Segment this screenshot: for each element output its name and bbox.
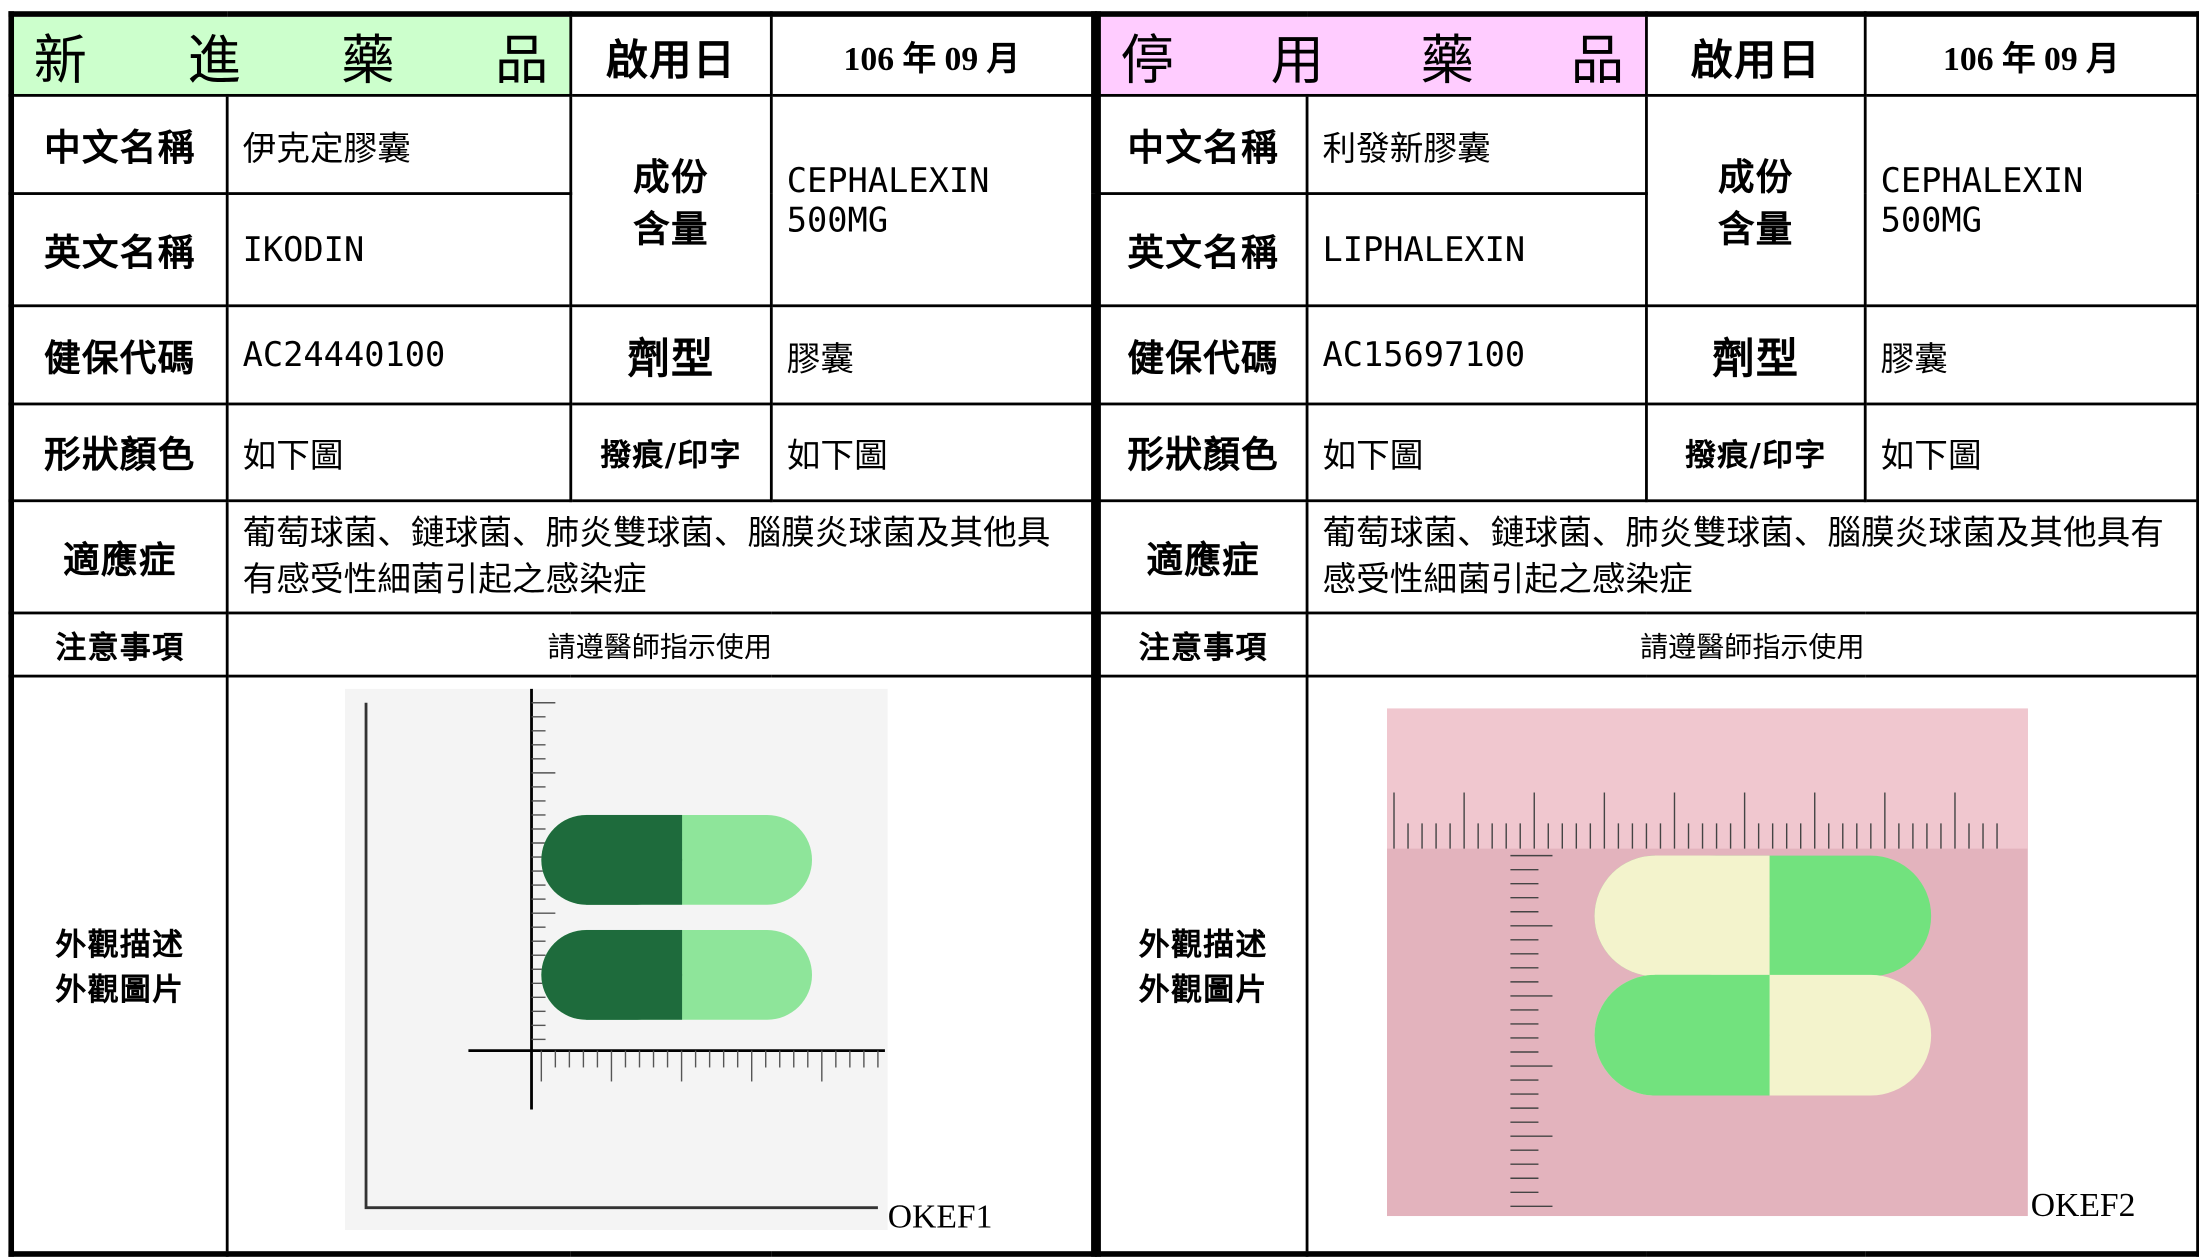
label-line: 外觀描述 <box>55 926 185 963</box>
table-row: 注意事項 請遵醫師指示使用 <box>1096 611 2199 678</box>
field-value: 葡萄球菌、鏈球菌、肺炎雙球菌、腦膜炎球菌及其他具有感受性細菌引起之感染症 <box>1305 499 2199 615</box>
field-value: CEPHALEXIN 500MG <box>1863 93 2199 308</box>
label-line: 成份 <box>633 157 709 200</box>
label-line: 外觀描述 <box>1138 926 1268 963</box>
table-row: 外觀描述外觀圖片 OKEF2 <box>1096 674 2199 1256</box>
table-row: 停 用 藥 品啟用日 106 年 09 月 <box>1096 12 2199 97</box>
shape <box>1654 855 1770 977</box>
frame <box>364 702 878 1210</box>
table-row: 中文名稱 利發新膠囊 成份 含量 CEPHALEXIN 500MG <box>1096 93 2199 308</box>
capsule <box>541 929 813 1020</box>
info-table: 停 用 藥 品啟用日 106 年 09 月中文名稱 利發新膠囊 成份 含量 CEPHALE… <box>1095 11 2199 1257</box>
image-caption: OKEF2 <box>2030 1188 2136 1225</box>
capsule <box>1594 974 1932 1096</box>
label-line: 外觀圖片 <box>55 971 185 1008</box>
field-value: 利發新膠囊 <box>1305 93 1648 195</box>
table-row: 新 進 藥 品啟用日 106 年 09 月 <box>9 12 1096 97</box>
label-line: 含量 <box>1717 208 1794 252</box>
table-row: 注意事項 請遵醫師指示使用 <box>9 611 1096 678</box>
field-label: 成份 含量 <box>569 93 773 308</box>
table-row: 健保代碼 AC15697100 劑型 膠囊 <box>1096 304 2199 406</box>
status-header: 新 進 藥 品 <box>9 12 573 97</box>
image-cell: OKEF1 <box>225 674 1096 1256</box>
field-value: 請遵醫師指示使用 <box>1305 611 2199 678</box>
shape <box>1654 974 1770 1096</box>
field-label: 注意事項 <box>9 611 229 678</box>
table-row: 英文名稱 LIPHALEXIN <box>1096 192 2199 308</box>
table-row: 形狀顏色 如下圖 撥痕/印字 如下圖 <box>9 402 1096 503</box>
field-value: 伊克定膠囊 <box>225 93 573 195</box>
ruler <box>1386 708 2028 849</box>
field-value: 如下圖 <box>1863 402 2199 503</box>
field-value: 如下圖 <box>769 402 1096 503</box>
status-header: 停 用 藥 品 <box>1096 12 1648 97</box>
field-value: 膠囊 <box>1863 304 2199 406</box>
label-line: 外觀圖片 <box>1138 971 1268 1008</box>
start-date: 106 年 09 月 <box>769 12 1096 97</box>
label-line: 成份 <box>1717 157 1794 200</box>
field-label: 外觀描述 外觀圖片 <box>1096 674 1309 1256</box>
field-label: 劑型 <box>1645 304 1867 406</box>
table-row: 健保代碼 AC24440100 劑型 膠囊 <box>9 304 1096 406</box>
field-label: 英文名稱 <box>1096 192 1309 308</box>
label-line: 含量 <box>633 208 709 252</box>
field-value: LIPHALEXIN <box>1305 192 1648 308</box>
field-value: IKODIN <box>225 192 573 308</box>
field-value: AC15697100 <box>1305 304 1648 406</box>
image-cell: OKEF2 <box>1305 674 2199 1256</box>
field-value: 膠囊 <box>769 304 1096 406</box>
field-label: 形狀顏色 <box>1096 402 1309 503</box>
field-value: 葡萄球菌、鏈球菌、肺炎雙球菌、腦膜炎球菌及其他具有感受性細菌引起之感染症 <box>225 499 1096 615</box>
start-date: 106 年 09 月 <box>1863 12 2199 97</box>
field-label: 撥痕/印字 <box>1645 402 1867 503</box>
field-value: 如下圖 <box>225 402 573 503</box>
field-label: 劑型 <box>569 304 773 406</box>
capsule <box>541 814 813 905</box>
table-row: 形狀顏色 如下圖 撥痕/印字 如下圖 <box>1096 402 2199 503</box>
table-row: 中文名稱 伊克定膠囊 成份 含量 CEPHALEXIN 500MG <box>9 93 1096 308</box>
field-label: 中文名稱 <box>9 93 229 195</box>
start-label: 啟用日 <box>1645 12 1867 97</box>
field-label: 適應症 <box>9 499 229 615</box>
field-value: AC24440100 <box>225 304 573 406</box>
table-row: 適應症 葡萄球菌、鏈球菌、肺炎雙球菌、腦膜炎球菌及其他具有感受性細菌引起之感染症 <box>1096 499 2199 615</box>
field-value: 如下圖 <box>1305 402 1648 503</box>
field-label: 適應症 <box>1096 499 1309 615</box>
capsule-photo <box>1386 708 2028 1217</box>
capsule-photo <box>344 688 888 1231</box>
field-value: 請遵醫師指示使用 <box>225 611 1096 678</box>
table-row: 英文名稱 IKODIN <box>9 192 1094 308</box>
table-row: 外觀描述外觀圖片 OKEF1 <box>9 674 1096 1256</box>
image-caption: OKEF1 <box>887 1199 993 1236</box>
info-table: 新 進 藥 品啟用日 106 年 09 月中文名稱 伊克定膠囊 成份 含量 CEPHALE… <box>8 11 1097 1257</box>
field-label: 注意事項 <box>1096 611 1309 678</box>
capsule <box>1594 855 1932 977</box>
shape <box>586 929 683 1020</box>
shape <box>586 814 683 905</box>
field-value: CEPHALEXIN 500MG <box>769 93 1096 308</box>
field-label: 形狀顏色 <box>9 402 229 503</box>
field-label: 英文名稱 <box>9 192 229 308</box>
field-label: 撥痕/印字 <box>569 402 773 503</box>
field-label: 健保代碼 <box>1096 304 1309 406</box>
field-label: 成份 含量 <box>1645 93 1867 308</box>
field-label: 外觀描述 外觀圖片 <box>9 674 229 1256</box>
field-label: 健保代碼 <box>9 304 229 406</box>
start-label: 啟用日 <box>569 12 773 97</box>
field-label: 中文名稱 <box>1096 93 1309 195</box>
table-row: 適應症 葡萄球菌、鏈球菌、肺炎雙球菌、腦膜炎球菌及其他具有感受性細菌引起之感染症 <box>9 499 1096 615</box>
